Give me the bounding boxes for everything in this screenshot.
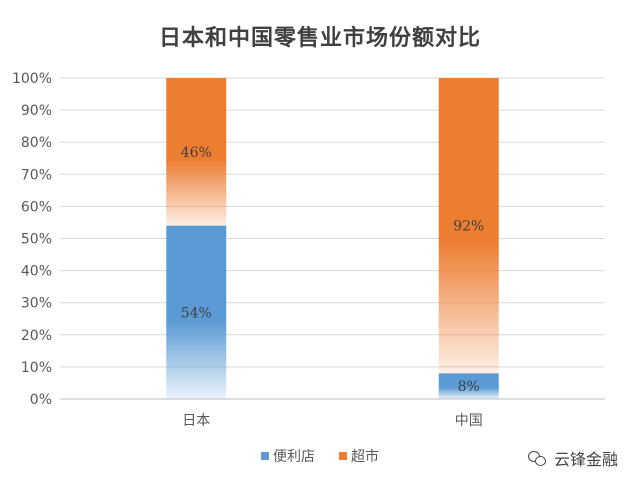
- y-tick-label: 40%: [21, 264, 52, 280]
- watermark-text: 云锋金融: [553, 450, 618, 469]
- bar-segment: [438, 373, 499, 399]
- data-label: 92%: [453, 219, 484, 235]
- legend-item-series-1: 便利店: [261, 446, 315, 466]
- chart-title: 日本和中国零售业市场份额对比: [158, 26, 481, 51]
- data-label: 54%: [181, 305, 212, 321]
- y-tick-label: 0%: [30, 392, 52, 408]
- data-label: 46%: [181, 145, 212, 161]
- legend-label-series-1: 便利店: [273, 449, 315, 465]
- wechat-icon: [527, 450, 546, 466]
- legend-label-series-2: 超市: [351, 449, 379, 465]
- y-tick-label: 90%: [21, 103, 52, 119]
- x-tick-label: 中国: [455, 413, 483, 429]
- data-label: 8%: [458, 379, 480, 395]
- legend-item-series-2: 超市: [339, 446, 379, 466]
- y-tick-label: 50%: [21, 232, 52, 248]
- y-tick-label: 30%: [21, 296, 52, 312]
- bar-segment: [166, 78, 227, 226]
- y-tick-label: 20%: [21, 328, 52, 344]
- y-tick-label: 10%: [21, 360, 52, 376]
- x-tick-label: 日本: [182, 413, 210, 429]
- bar-segment: [166, 225, 227, 399]
- y-tick-label: 70%: [21, 167, 52, 183]
- y-tick-label: 80%: [21, 135, 52, 151]
- bar-segment: [438, 78, 499, 374]
- legend-swatch-series-2: [339, 452, 347, 460]
- y-tick-label: 100%: [12, 71, 52, 87]
- legend-swatch-series-1: [261, 452, 269, 460]
- y-tick-label: 60%: [21, 199, 52, 215]
- watermark: 云锋金融: [527, 446, 618, 470]
- legend: 便利店 超市: [0, 446, 640, 466]
